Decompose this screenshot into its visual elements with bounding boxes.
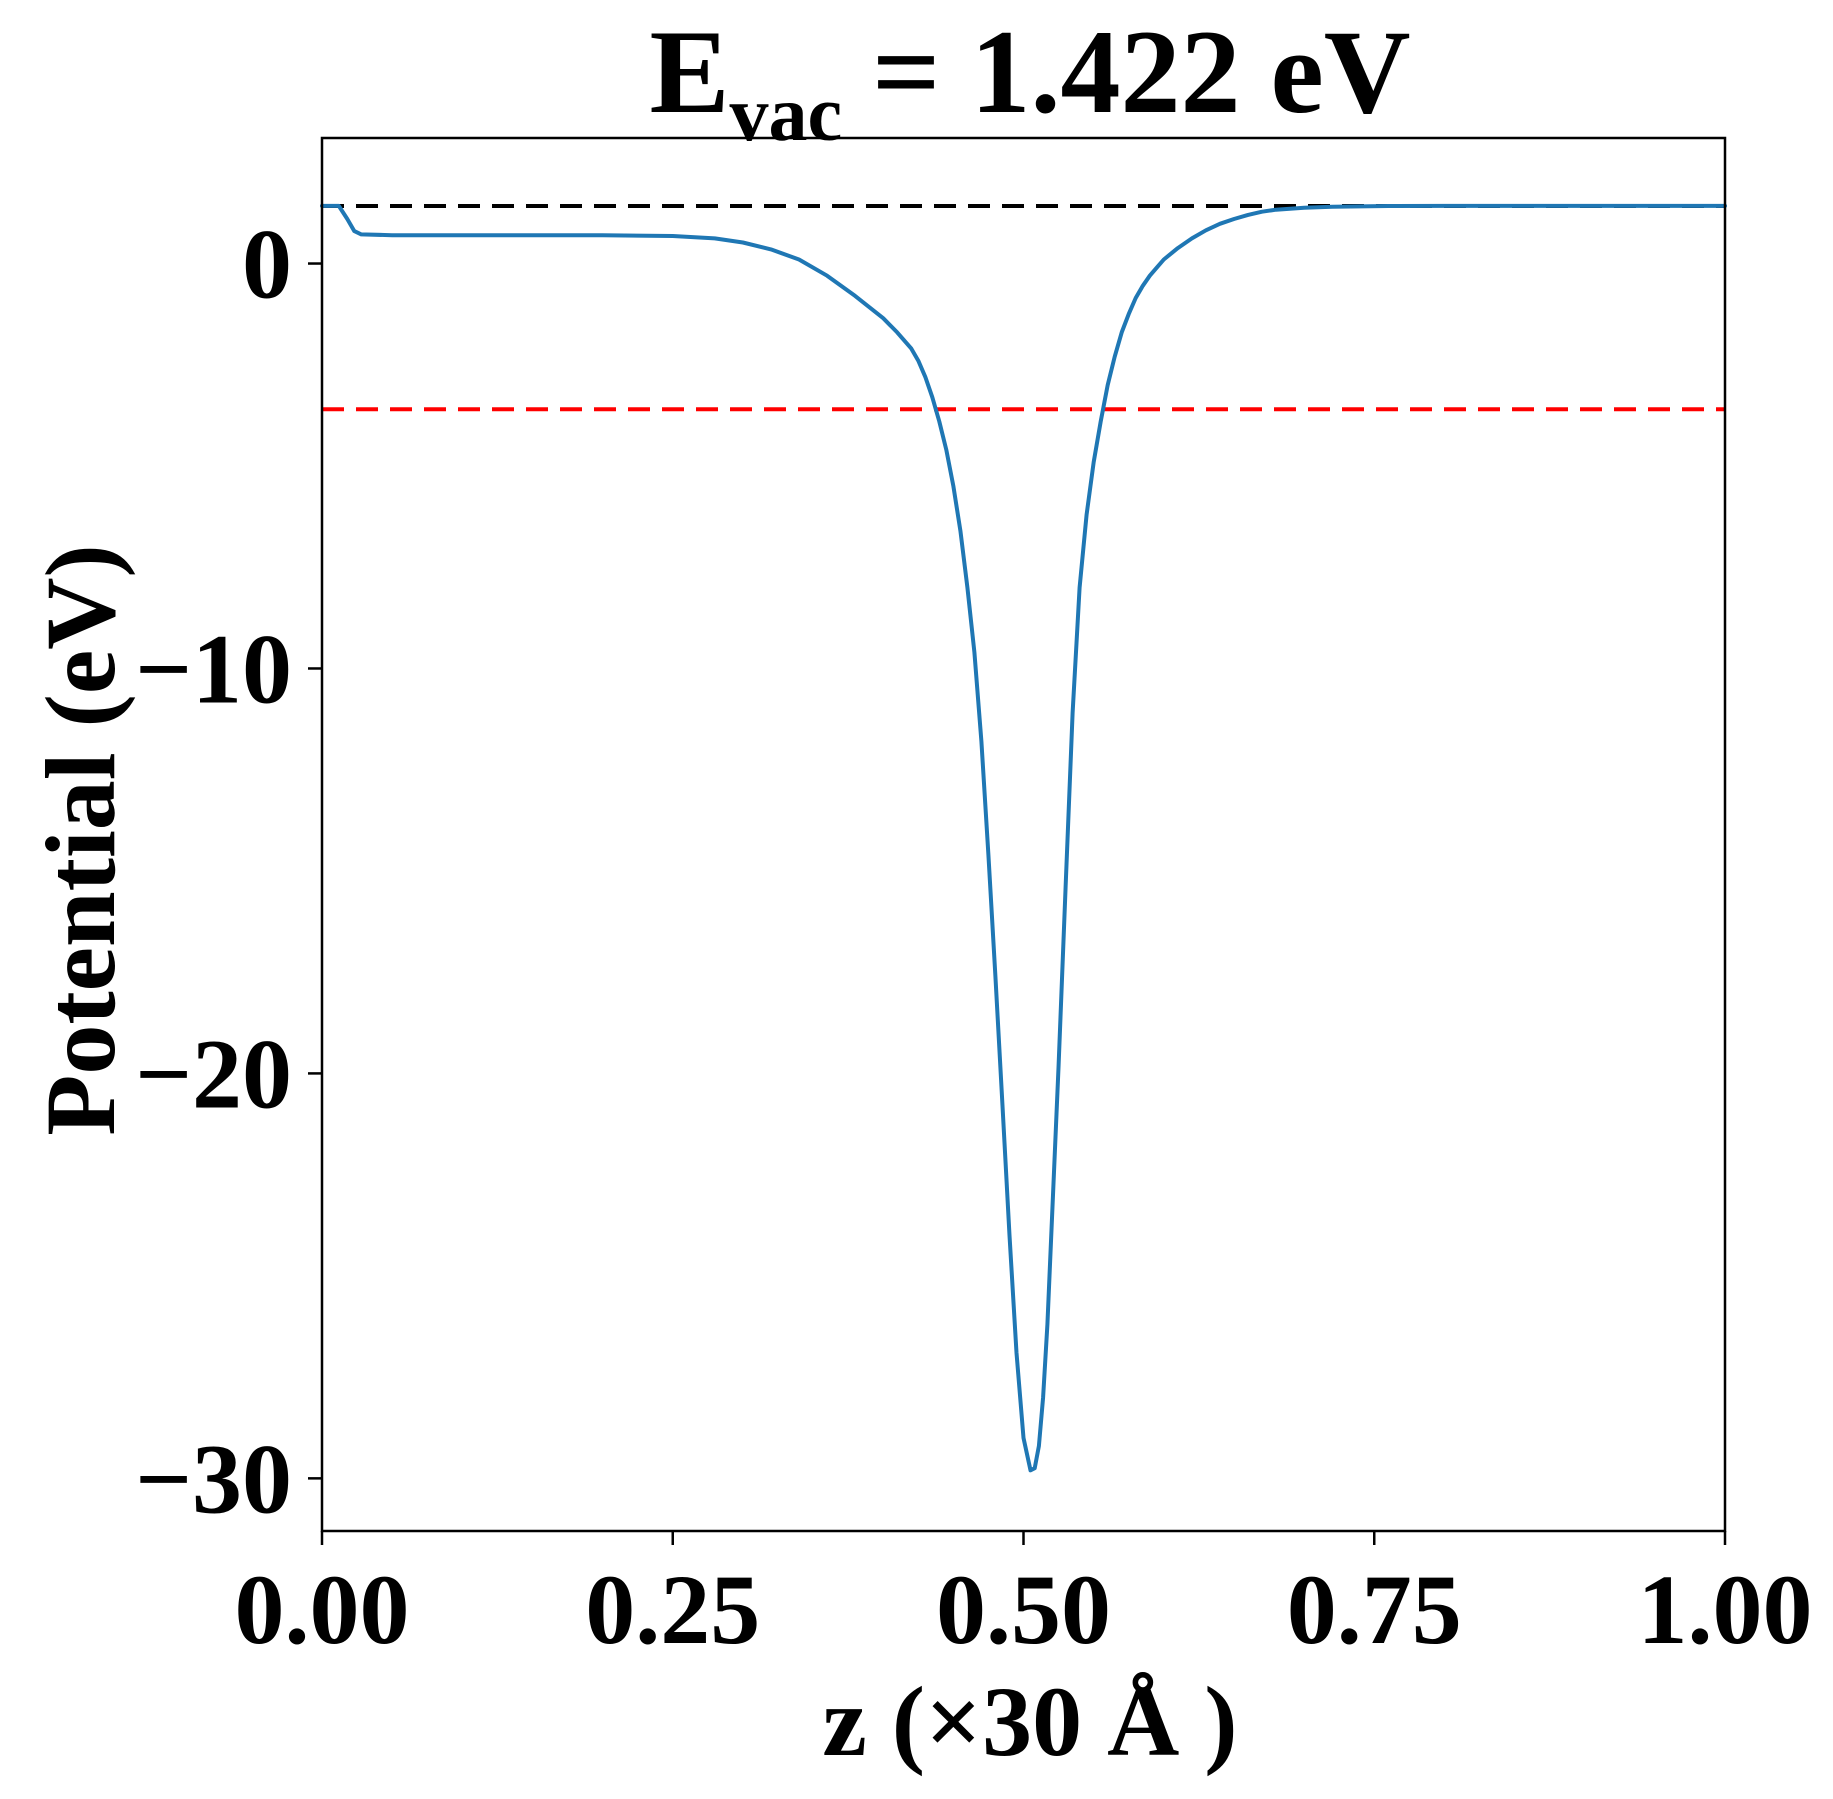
series-group bbox=[320, 203, 1727, 1473]
x-tick-label: 0.00 bbox=[235, 1554, 410, 1665]
title-rest: = 1.422 eV bbox=[842, 5, 1410, 138]
x-tick-label: 0.25 bbox=[585, 1554, 760, 1665]
title-subscript: vac bbox=[730, 70, 843, 157]
title-symbol: E bbox=[650, 5, 730, 138]
x-tick-label: 0.50 bbox=[936, 1554, 1111, 1665]
y-ticks: 0 −10 −20 −30 bbox=[135, 209, 322, 1534]
series-line-0 bbox=[320, 203, 1727, 1473]
y-tick-label: −20 bbox=[135, 1018, 292, 1129]
y-tick-label: 0 bbox=[242, 209, 292, 320]
y-tick-label: −30 bbox=[135, 1423, 292, 1534]
x-tick-label: 1.00 bbox=[1638, 1554, 1813, 1665]
plot-frame bbox=[320, 136, 1727, 1533]
x-ticks: 0.00 0.25 0.50 0.75 1.00 bbox=[235, 1531, 1813, 1665]
y-tick-label: −10 bbox=[135, 613, 292, 724]
x-axis-label: z (×30 Å ) bbox=[822, 1666, 1237, 1777]
chart-title: Evac = 1.422 eV bbox=[650, 5, 1411, 157]
y-axis-label: Potential (eV) bbox=[25, 544, 136, 1135]
x-tick-label: 0.75 bbox=[1287, 1554, 1462, 1665]
